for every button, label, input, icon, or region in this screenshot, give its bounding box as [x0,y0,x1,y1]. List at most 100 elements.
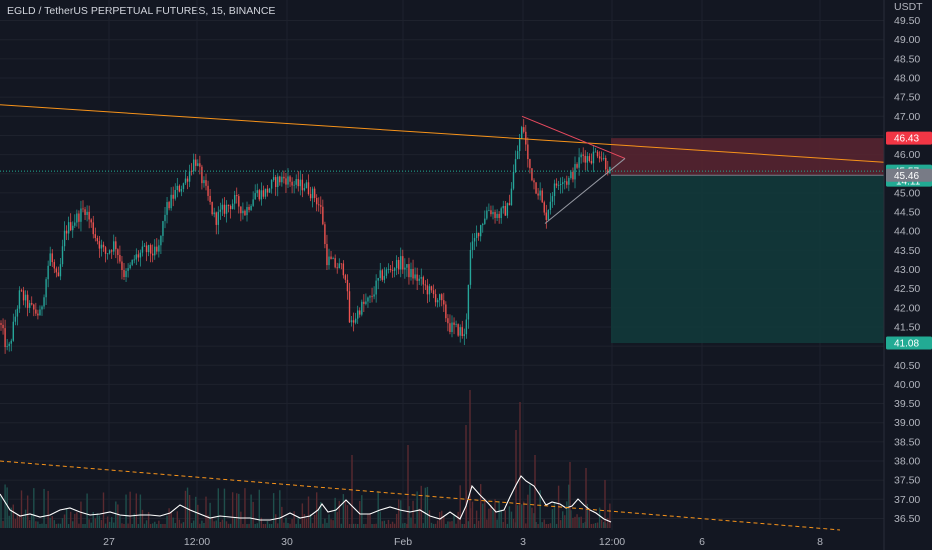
volume-bar [6,487,8,528]
volume-bar [2,521,4,528]
candle-body [406,264,408,268]
candle-body [125,270,127,278]
volume-bar [326,522,328,528]
candle-body [482,223,484,226]
candle-body [348,291,351,323]
volume-bar [434,523,437,528]
x-tick-label: 12:00 [599,536,625,548]
candle-body [580,154,582,158]
volume-bar [0,495,2,528]
volume-bar [590,524,593,528]
candle-body [609,166,611,174]
volume-bar [447,521,449,528]
candle-body [543,202,545,213]
volume-bar [139,494,142,528]
candle-body [523,127,525,132]
x-tick-label: 27 [103,536,115,548]
volume-bar [225,521,228,528]
volume-bar [467,521,470,528]
candle-body [209,195,211,202]
volume-bar [598,507,601,528]
candle-body [508,203,511,206]
volume-bar [408,506,410,528]
candle-body [418,278,420,281]
volume-spike [534,455,536,528]
volume-bar [49,517,51,528]
candle-body [414,274,416,279]
volume-bar [221,519,224,528]
volume-spike [519,402,521,528]
volume-bar [123,523,125,528]
candle-body [322,206,324,225]
candle-body [510,188,513,206]
volume-bar [336,511,338,528]
volume-bar [400,500,402,528]
y-tick-label: 39.00 [894,417,920,429]
candle-body [603,157,605,159]
candle-body [410,268,412,278]
volume-bar [86,493,88,528]
candle-body [422,277,424,285]
candle-body [574,164,576,180]
candle-body [127,268,129,271]
x-tick-label: 12:00 [184,536,210,548]
volume-bar [246,523,248,528]
volume-bar [404,522,406,528]
candle-body [10,340,12,344]
candle-body [393,268,396,271]
volume-bar [12,504,14,528]
volume-bar [457,511,459,528]
candle-body [557,185,560,186]
candle-body [287,176,289,185]
volume-bar [535,521,537,528]
volume-bar [213,521,215,528]
volume-bar [430,522,433,528]
candle-body [346,279,349,292]
y-tick-label: 46.00 [894,149,920,161]
volume-bar [141,509,144,528]
volume-bar [309,514,312,528]
volume-bar [541,522,543,528]
volume-bar [574,516,576,528]
candle-body [51,253,53,263]
candle-body [379,270,381,279]
y-tick-label: 45.00 [894,187,920,199]
volume-bar [566,501,568,528]
volume-bar [303,513,306,528]
candle-body [176,185,178,190]
chart-title: EGLD / TetherUS PERPETUAL FUTURES, 15, B… [7,5,276,17]
candle-body [65,230,68,234]
volume-bar [121,523,123,528]
candle-body [0,323,2,325]
candle-body [434,294,437,303]
volume-bar [90,522,92,528]
volume-bar [227,523,230,528]
currency-label: USDT [894,1,923,13]
volume-bar [545,523,547,528]
volume-bar [291,519,293,528]
candle-body [498,213,500,219]
candle-body [272,177,275,180]
volume-bar [586,503,588,528]
volume-bar [559,520,562,528]
volume-bar [98,515,101,528]
volume-bar [297,517,299,528]
volume-bar [16,514,19,528]
volume-spike [569,462,571,528]
volume-bar [20,490,23,528]
volume-bar [236,493,238,528]
candle-body [248,207,250,210]
volume-bar [125,494,127,528]
volume-bar [26,495,29,528]
volume-bar [461,523,463,528]
candle-body [174,189,176,199]
candle-body [451,322,453,332]
volume-bar [96,513,99,528]
volume-bar [342,494,345,528]
volume-bar [580,516,582,528]
candle-body [240,206,242,214]
candle-body [416,274,418,281]
candle-body [500,208,502,219]
price-tag [886,336,932,350]
